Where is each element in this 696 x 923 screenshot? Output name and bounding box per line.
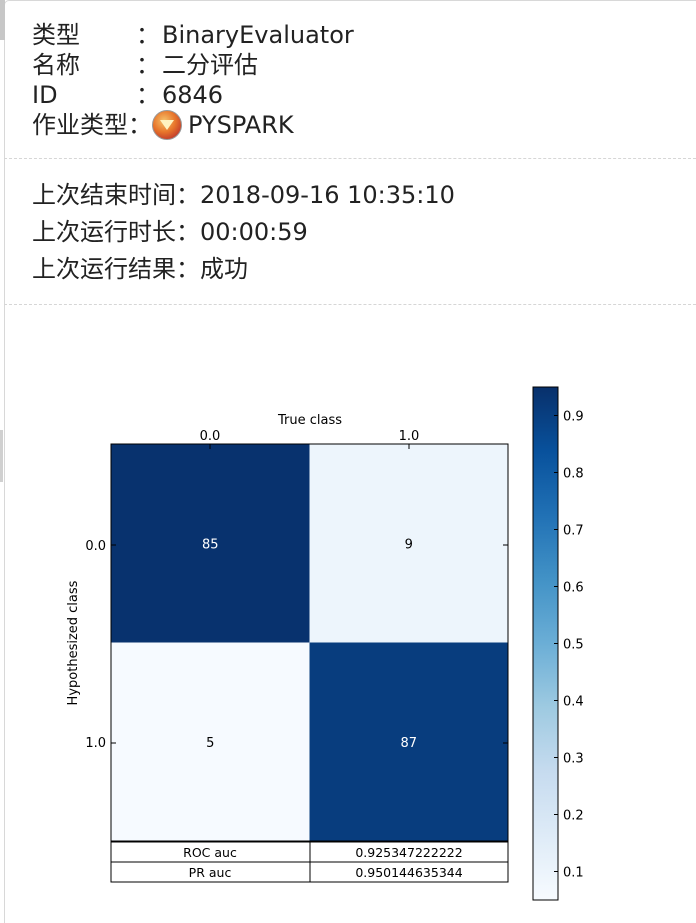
spark-superman-icon — [152, 110, 182, 140]
cell-value-label: 85 — [202, 537, 219, 552]
job-name-label: 名称 — [32, 51, 80, 79]
job-id-label: ID — [32, 81, 58, 109]
y-tick-label: 1.0 — [85, 736, 106, 751]
roc-auc-label: ROC auc — [183, 845, 237, 860]
colorbar-tick-label: 0.7 — [563, 524, 584, 539]
job-type-row: 类型 ： BinaryEvaluator — [32, 20, 354, 50]
x-tick-label: 0.0 — [200, 429, 221, 444]
matrix-cell — [111, 444, 310, 643]
job-name-row: 名称 ： 二分评估 — [32, 50, 354, 80]
duration-row: 上次运行时长： 00:00:59 — [32, 213, 455, 250]
result-label: 上次运行结果： — [32, 254, 200, 283]
result-value: 成功 — [200, 254, 248, 283]
y-tick-label: 0.0 — [85, 539, 106, 554]
end-time-row: 上次结束时间： 2018-09-16 10:35:10 — [32, 176, 455, 213]
colorbar-ticks: 0.1 0.2 0.3 0.4 0.5 0.6 0.7 0.8 0.9 — [554, 410, 584, 881]
job-info-section: 类型 ： BinaryEvaluator 名称 ： 二分评估 ID ： 6846… — [32, 20, 354, 140]
job-kind-label: 作业类型 — [32, 111, 128, 139]
job-id-value: 6846 — [162, 81, 224, 109]
colorbar-tick-label: 0.6 — [563, 581, 584, 596]
matrix-cell — [309, 444, 508, 643]
matrix-cell — [111, 642, 310, 841]
colon: ： — [136, 81, 160, 109]
section-divider — [4, 304, 696, 305]
matrix-frame — [110, 443, 509, 842]
last-run-section: 上次结束时间： 2018-09-16 10:35:10 上次运行时长： 00:0… — [32, 176, 455, 287]
colon: ： — [136, 21, 160, 49]
pr-auc-label: PR auc — [189, 865, 232, 880]
cell-value-label: 9 — [405, 537, 413, 552]
job-kind-row: 作业类型 ： PYSPARK — [32, 110, 354, 140]
end-time-value: 2018-09-16 10:35:10 — [200, 180, 455, 209]
metrics-table: ROC auc 0.925347222222 PR auc 0.95014463… — [110, 841, 509, 883]
colon: ： — [136, 51, 160, 79]
colorbar-tick-label: 0.1 — [563, 866, 584, 881]
matrix-cells: 85 9 5 87 — [111, 444, 508, 841]
edge-divider — [0, 430, 3, 482]
cell-value-label: 87 — [400, 736, 417, 751]
roc-auc-value: 0.925347222222 — [355, 845, 462, 860]
cell-value-label: 5 — [206, 736, 214, 751]
edge-divider — [0, 0, 5, 40]
job-type-value: BinaryEvaluator — [162, 21, 354, 49]
colorbar-tick-label: 0.5 — [563, 638, 584, 653]
colorbar-tick-label: 0.9 — [563, 410, 584, 425]
job-kind-value: PYSPARK — [188, 111, 294, 139]
colorbar-tick-label: 0.8 — [563, 467, 584, 482]
y-axis-title: Hypothesized class — [66, 580, 81, 705]
pr-auc-value: 0.950144635344 — [355, 865, 462, 880]
colon: ： — [128, 111, 152, 139]
job-id-row: ID ： 6846 — [32, 80, 354, 110]
job-type-label: 类型 — [32, 21, 80, 49]
result-row: 上次运行结果： 成功 — [32, 250, 455, 287]
x-tick-label: 1.0 — [399, 429, 420, 444]
colorbar-tick-label: 0.3 — [563, 752, 584, 767]
section-divider — [4, 158, 696, 159]
job-name-value: 二分评估 — [162, 51, 258, 79]
x-axis-title: True class — [277, 413, 342, 428]
colorbar-tick-label: 0.2 — [563, 809, 584, 824]
matrix-cell — [309, 642, 508, 841]
end-time-label: 上次结束时间： — [32, 180, 200, 209]
duration-label: 上次运行时长： — [32, 217, 200, 246]
duration-value: 00:00:59 — [200, 217, 308, 246]
colorbar — [532, 386, 559, 901]
colorbar-tick-label: 0.4 — [563, 695, 584, 710]
